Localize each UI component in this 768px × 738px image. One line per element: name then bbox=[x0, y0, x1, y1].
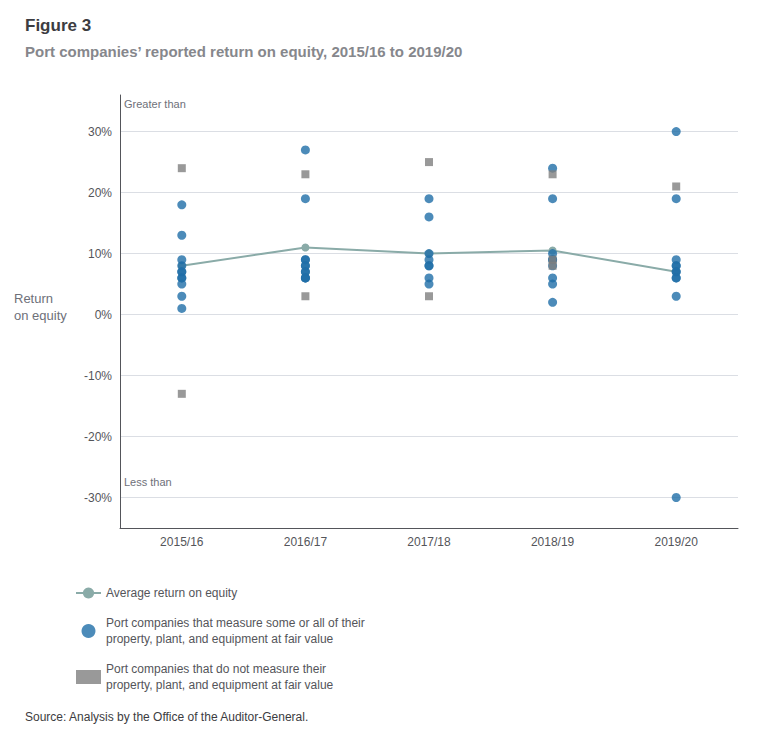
svg-text:Greater than: Greater than bbox=[124, 98, 186, 110]
svg-text:0%: 0% bbox=[95, 308, 113, 322]
svg-text:Less than: Less than bbox=[124, 476, 172, 488]
svg-text:-20%: -20% bbox=[84, 430, 112, 444]
svg-text:10%: 10% bbox=[88, 247, 112, 261]
svg-text:30%: 30% bbox=[88, 125, 112, 139]
svg-text:2016/17: 2016/17 bbox=[284, 535, 328, 549]
svg-text:-30%: -30% bbox=[84, 491, 112, 505]
svg-text:Port companies that measure so: Port companies that measure some or all … bbox=[106, 616, 365, 630]
svg-text:-10%: -10% bbox=[84, 369, 112, 383]
svg-text:20%: 20% bbox=[88, 186, 112, 200]
svg-text:Average return on equity: Average return on equity bbox=[106, 586, 237, 600]
svg-text:Return: Return bbox=[14, 291, 53, 306]
svg-text:Figure 3: Figure 3 bbox=[25, 16, 91, 35]
svg-text:on equity: on equity bbox=[14, 308, 67, 323]
svg-text:Source: Analysis by the Office: Source: Analysis by the Office of the Au… bbox=[25, 710, 308, 724]
svg-text:2019/20: 2019/20 bbox=[655, 535, 699, 549]
svg-text:Port companies that do not mea: Port companies that do not measure their bbox=[106, 662, 326, 676]
svg-text:property, plant, and equipment: property, plant, and equipment at fair v… bbox=[106, 678, 334, 692]
svg-text:Port companies’ reported retur: Port companies’ reported return on equit… bbox=[25, 43, 462, 60]
svg-text:2018/19: 2018/19 bbox=[531, 535, 575, 549]
svg-text:2017/18: 2017/18 bbox=[407, 535, 451, 549]
svg-text:2015/16: 2015/16 bbox=[160, 535, 204, 549]
svg-text:property, plant, and equipment: property, plant, and equipment at fair v… bbox=[106, 632, 334, 646]
